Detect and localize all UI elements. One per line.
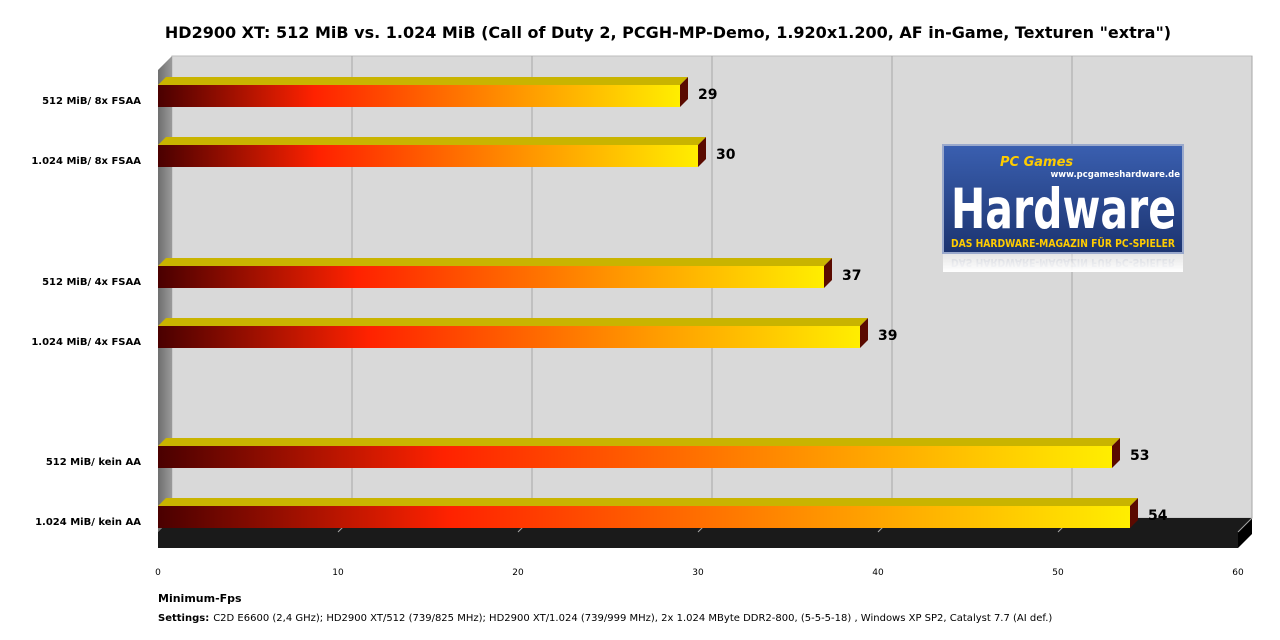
settings-line: Settings: C2D E6600 (2,4 GHz); HD2900 XT/… bbox=[158, 613, 1052, 624]
x-tick-label: 10 bbox=[332, 568, 344, 578]
plot-floor-edge bbox=[158, 532, 1238, 548]
bar-top bbox=[158, 438, 1120, 446]
bar-front bbox=[158, 506, 1130, 528]
category-label: 1.024 MiB/ 8x FSAA bbox=[31, 156, 141, 167]
bar-top bbox=[158, 318, 868, 326]
bar-top bbox=[158, 137, 706, 145]
chart-title: HD2900 XT: 512 MiB vs. 1.024 MiB (Call o… bbox=[165, 23, 1171, 42]
bar-front bbox=[158, 145, 698, 167]
bar-front bbox=[158, 266, 824, 288]
data-label: 54 bbox=[1148, 508, 1168, 524]
data-label: 29 bbox=[698, 87, 717, 103]
x-tick-label: 60 bbox=[1232, 568, 1244, 578]
settings-key: Settings: bbox=[158, 613, 209, 624]
data-label: 39 bbox=[878, 328, 897, 344]
data-label: 30 bbox=[716, 147, 736, 163]
bar: 30 bbox=[158, 137, 736, 167]
x-tick-labels: 0 10 20 30 40 50 60 bbox=[155, 568, 1244, 578]
settings-value: C2D E6600 (2,4 GHz); HD2900 XT/512 (739/… bbox=[213, 613, 1052, 624]
svg-text:Hardware: Hardware bbox=[951, 177, 1176, 241]
bar-end-cap bbox=[824, 258, 832, 288]
plot-floor-corner bbox=[1238, 518, 1252, 548]
bar-end-cap bbox=[860, 318, 868, 348]
bar-end-cap bbox=[680, 77, 688, 107]
x-tick-label: 50 bbox=[1052, 568, 1064, 578]
bar-end-cap bbox=[1112, 438, 1120, 468]
plot-frame bbox=[158, 55, 1253, 548]
category-label: 512 MiB/ kein AA bbox=[46, 457, 141, 468]
x-tick-label: 0 bbox=[155, 568, 161, 578]
category-label: 1.024 MiB/ 4x FSAA bbox=[31, 337, 141, 348]
bar: 29 bbox=[158, 77, 717, 107]
svg-text:DAS HARDWARE-MAGAZIN FÜR PC-SP: DAS HARDWARE-MAGAZIN FÜR PC-SPIELER bbox=[951, 236, 1175, 250]
bar-top bbox=[158, 258, 832, 266]
bar-front bbox=[158, 446, 1112, 468]
category-label: 512 MiB/ 8x FSAA bbox=[42, 96, 141, 107]
bar-end-cap bbox=[1130, 498, 1138, 528]
bars: 29 30 37 39 53 54 bbox=[158, 77, 1168, 528]
bar: 54 bbox=[158, 498, 1168, 528]
data-label: 37 bbox=[842, 268, 861, 284]
pcgh-logo: PC Games www.pcgameshardware.de Hardware… bbox=[942, 144, 1184, 272]
bar: 37 bbox=[158, 258, 861, 288]
x-tick-label: 20 bbox=[512, 568, 524, 578]
data-label: 53 bbox=[1130, 448, 1149, 464]
x-tick-label: 30 bbox=[692, 568, 704, 578]
bar-top bbox=[158, 77, 688, 85]
category-labels: 512 MiB/ 8x FSAA 1.024 MiB/ 8x FSAA 512 Mi… bbox=[31, 96, 141, 528]
bar-end-cap bbox=[698, 137, 706, 167]
plot-side-wall bbox=[158, 56, 172, 532]
bar-top bbox=[158, 498, 1138, 506]
x-axis-label: Minimum-Fps bbox=[158, 592, 242, 605]
category-label: 512 MiB/ 4x FSAA bbox=[42, 277, 141, 288]
svg-text:www.pcgameshardware.de: www.pcgameshardware.de bbox=[1050, 170, 1180, 180]
bar: 39 bbox=[158, 318, 897, 348]
svg-text:PC Games: PC Games bbox=[1000, 155, 1073, 170]
bar: 53 bbox=[158, 438, 1149, 468]
bar-front bbox=[158, 85, 680, 107]
category-label: 1.024 MiB/ kein AA bbox=[35, 517, 141, 528]
x-tick-label: 40 bbox=[872, 568, 884, 578]
bar-front bbox=[158, 326, 860, 348]
gridline-floor bbox=[1237, 517, 1253, 533]
